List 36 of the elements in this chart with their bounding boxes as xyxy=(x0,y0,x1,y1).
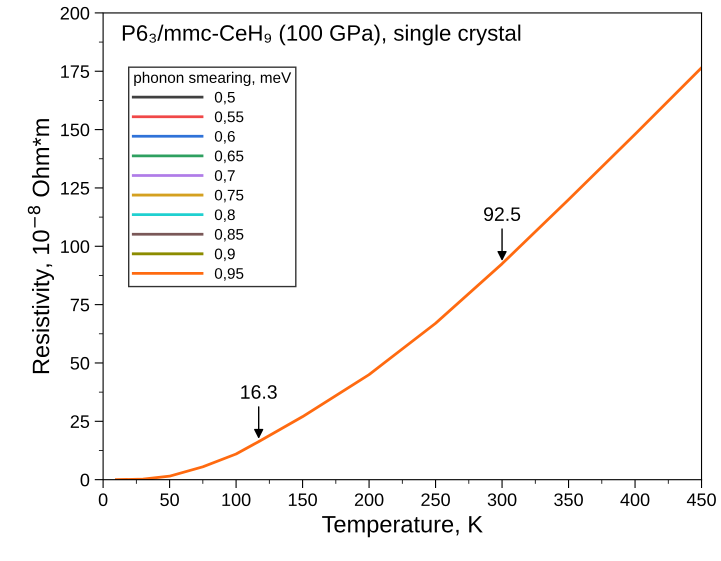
x-tick-label: 200 xyxy=(354,493,384,506)
legend-label: 0,9 xyxy=(214,248,235,262)
x-tick-label: 50 xyxy=(160,493,179,506)
legend-title: phonon smearing, meV xyxy=(134,72,292,86)
x-tick-label: 0 xyxy=(98,493,108,506)
legend-label: 0,7 xyxy=(214,170,235,183)
y-tick-label: 175 xyxy=(61,65,90,78)
y-tick-label: 125 xyxy=(61,182,90,195)
x-tick-label: 350 xyxy=(554,493,583,506)
y-axis-title: Resistivity, 10$^{−8}$ Ohm*m xyxy=(28,119,54,374)
legend-label: 0,6 xyxy=(214,130,235,144)
legend-label: 0,95 xyxy=(214,268,244,281)
y-tick-label: 150 xyxy=(61,124,90,136)
legend-label: 0,75 xyxy=(214,190,244,202)
line-series xyxy=(115,66,702,480)
x-tick-label: 400 xyxy=(620,493,650,506)
x-axis-title: Temperature, K xyxy=(322,516,483,538)
legend-label: 0,5 xyxy=(214,92,235,104)
y-tick-label: 25 xyxy=(70,415,90,428)
x-tick-label: 100 xyxy=(222,493,250,506)
y-tick-label: 0 xyxy=(80,474,90,486)
annotation: 16.3 xyxy=(241,385,277,399)
chart-title: P6₃/mmc-CeH₉ (100 GPa), single crystal xyxy=(122,24,520,46)
x-tick-label: 150 xyxy=(288,493,317,506)
legend-label: 0,8 xyxy=(214,209,235,222)
y-tick-label: 75 xyxy=(70,298,90,312)
x-tick-label: 250 xyxy=(421,493,450,506)
x-tick-label: 300 xyxy=(488,493,516,506)
legend-label: 0,65 xyxy=(214,150,244,164)
legend-label: 0,85 xyxy=(214,228,244,242)
x-tick-label: 450 xyxy=(686,493,716,506)
y-tick-label: 50 xyxy=(70,356,90,370)
y-tick-label: 100 xyxy=(61,240,90,253)
annotation: 92.5 xyxy=(484,207,520,222)
y-tick-label: 200 xyxy=(60,6,90,20)
legend-label: 0,55 xyxy=(214,111,244,124)
